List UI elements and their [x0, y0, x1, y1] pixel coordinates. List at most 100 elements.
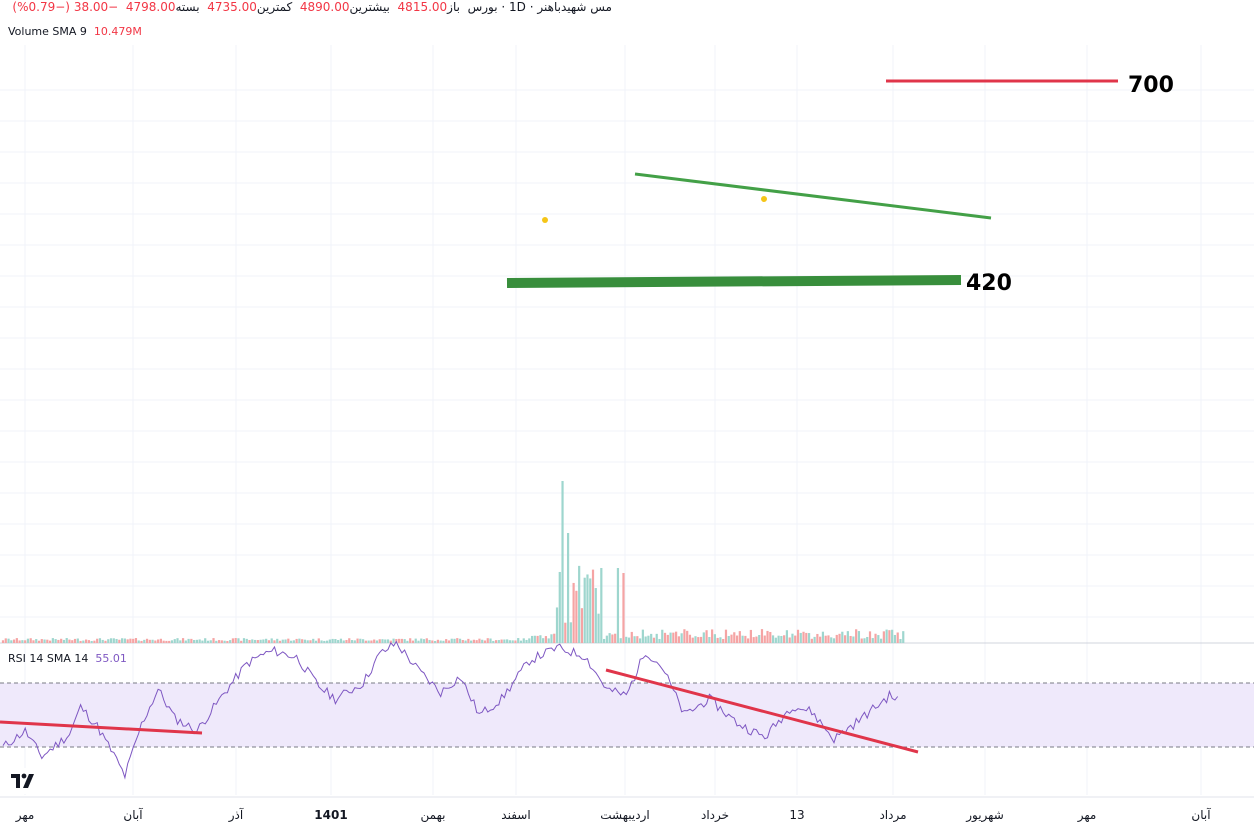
volume-bar: [267, 640, 271, 643]
close-value: 4798.00: [125, 0, 176, 14]
volume-bar: [747, 638, 750, 643]
volume-bar: [536, 635, 539, 643]
volume-bar: [278, 640, 282, 643]
volume-bar: [481, 639, 484, 643]
volume-bar: [223, 640, 226, 643]
volume-bar: [819, 636, 822, 643]
volume-bar: [863, 638, 866, 643]
volume-bar: [827, 635, 830, 643]
volume-bar: [320, 640, 323, 643]
volume-bar: [276, 638, 279, 643]
volume-legend: Volume SMA 9 10.479M: [8, 25, 142, 38]
volume-bar: [287, 638, 290, 643]
volume-bar: [298, 638, 301, 643]
volume-bar: [240, 640, 243, 643]
volume-bar: [530, 635, 534, 643]
volume-bar: [447, 640, 451, 643]
volume-bar: [702, 632, 705, 643]
volume-bar: [353, 640, 356, 643]
volume-bar: [323, 640, 326, 643]
volume-bar: [475, 640, 478, 643]
tradingview-logo-icon[interactable]: [8, 768, 38, 794]
volume-bar: [713, 634, 716, 643]
volume-bar: [722, 638, 725, 643]
volume-bar: [558, 571, 561, 643]
volume-bar: [578, 565, 581, 643]
volume-bar: [716, 637, 719, 643]
volume-bar: [622, 573, 625, 643]
volume-bar: [483, 640, 487, 643]
volume-bar: [821, 631, 825, 643]
volume-bar: [683, 629, 686, 643]
volume-bar: [251, 639, 254, 643]
volume-bar: [591, 569, 595, 643]
volume-bar: [763, 635, 766, 643]
volume-bar: [528, 638, 531, 643]
volume-bar: [807, 633, 811, 643]
volume-bar: [788, 637, 791, 643]
volume-bar: [450, 638, 453, 643]
volume-bar: [663, 632, 667, 643]
volume-bar: [157, 639, 160, 643]
volume-bar: [633, 636, 636, 643]
volume-bar: [688, 634, 692, 643]
volume-bar: [198, 639, 201, 643]
rsi-legend: RSI 14 SMA 14 55.01: [8, 652, 127, 665]
volume-bar: [68, 639, 71, 643]
volume-bar: [691, 637, 694, 643]
volume-bars: [1, 481, 905, 643]
volume-bar: [564, 622, 567, 643]
volume-bar: [589, 578, 592, 643]
volume-bar: [724, 629, 728, 643]
high-value: 4890.00: [299, 0, 350, 14]
volume-bar: [35, 639, 38, 643]
open-value: 4815.00: [397, 0, 448, 14]
volume-bar: [12, 639, 16, 643]
volume-bar: [364, 640, 367, 643]
x-tick-label: بهمن: [421, 808, 446, 823]
volume-bar: [830, 637, 833, 643]
volume-bar: [675, 631, 678, 643]
volume-bar: [860, 638, 863, 643]
volume-bar: [248, 640, 251, 643]
volume-bar: [597, 613, 600, 643]
volume-bar: [43, 639, 46, 643]
volume-bar: [29, 638, 32, 643]
volume-bar: [46, 639, 49, 643]
volume-bar: [373, 639, 376, 643]
volume-bar: [644, 636, 647, 643]
volume-bar: [428, 639, 431, 643]
symbol-name: مس شهیدباهنر: [537, 0, 612, 14]
volume-bar: [539, 635, 542, 643]
volume-bar: [145, 638, 149, 643]
change-pct: (−0.79%): [12, 0, 70, 14]
volume-bar: [780, 635, 783, 643]
volume-bar: [82, 640, 85, 643]
volume-bar: [838, 633, 841, 643]
volume-bar: [813, 636, 816, 643]
change-value: −38.00: [73, 0, 119, 14]
volume-bar: [871, 638, 874, 643]
volume-bar: [425, 638, 428, 643]
volume-bar: [226, 640, 229, 643]
volume-bar: [301, 639, 304, 643]
volume-bar: [85, 639, 88, 643]
volume-bar: [639, 638, 642, 643]
volume-bar: [544, 636, 548, 643]
volume-bar: [411, 640, 415, 643]
volume-bar: [744, 635, 747, 643]
volume-bar: [151, 639, 154, 643]
volume-bar: [464, 640, 467, 643]
volume-bar: [237, 638, 240, 643]
volume-bar: [212, 638, 215, 643]
volume-bar: [511, 640, 514, 643]
volume-bar: [273, 640, 276, 643]
support-line-420: [506, 275, 962, 288]
volume-bar: [600, 568, 603, 643]
volume-bar: [669, 632, 672, 643]
volume-bar: [478, 638, 481, 643]
volume-bar: [15, 638, 18, 643]
volume-bar: [328, 639, 331, 643]
volume-bar: [553, 633, 556, 643]
